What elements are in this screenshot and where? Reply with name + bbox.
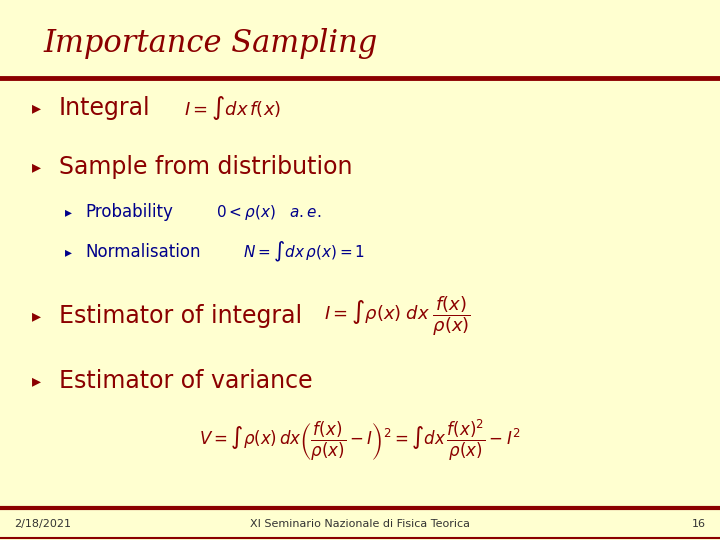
Text: 2/18/2021: 2/18/2021 bbox=[14, 519, 71, 529]
Text: ▸: ▸ bbox=[65, 245, 72, 259]
Text: $0 < \rho(x)$   $a.e.$: $0 < \rho(x)$ $a.e.$ bbox=[216, 202, 321, 222]
Text: $I = \int \rho(x)\; dx\; \dfrac{f(x)}{\rho(x)}$: $I = \int \rho(x)\; dx\; \dfrac{f(x)}{\r… bbox=[324, 294, 471, 338]
Text: XI Seminario Nazionale di Fisica Teorica: XI Seminario Nazionale di Fisica Teorica bbox=[250, 519, 470, 529]
Text: ▸: ▸ bbox=[32, 307, 42, 325]
Text: Integral: Integral bbox=[59, 96, 150, 120]
Text: ▸: ▸ bbox=[32, 372, 42, 390]
Text: Estimator of integral: Estimator of integral bbox=[59, 304, 302, 328]
Text: Sample from distribution: Sample from distribution bbox=[59, 156, 353, 179]
Text: Normalisation: Normalisation bbox=[85, 243, 200, 261]
Text: $V = \int \rho(x)\, dx \left( \dfrac{f(x)}{\rho(x)} - I \right)^{2} = \int dx\, : $V = \int \rho(x)\, dx \left( \dfrac{f(x… bbox=[199, 417, 521, 463]
Text: Probability: Probability bbox=[85, 203, 173, 221]
Text: 16: 16 bbox=[692, 519, 706, 529]
Text: Importance Sampling: Importance Sampling bbox=[43, 28, 377, 59]
Text: ▸: ▸ bbox=[65, 205, 72, 219]
Text: $I = \int dx\, f(x)$: $I = \int dx\, f(x)$ bbox=[184, 94, 281, 122]
Bar bbox=[0, 0, 720, 78]
Text: ▸: ▸ bbox=[32, 158, 42, 177]
Text: ▸: ▸ bbox=[32, 99, 42, 117]
Text: Estimator of variance: Estimator of variance bbox=[59, 369, 312, 393]
Text: $N = \int dx\, \rho(x) = 1$: $N = \int dx\, \rho(x) = 1$ bbox=[243, 240, 366, 264]
